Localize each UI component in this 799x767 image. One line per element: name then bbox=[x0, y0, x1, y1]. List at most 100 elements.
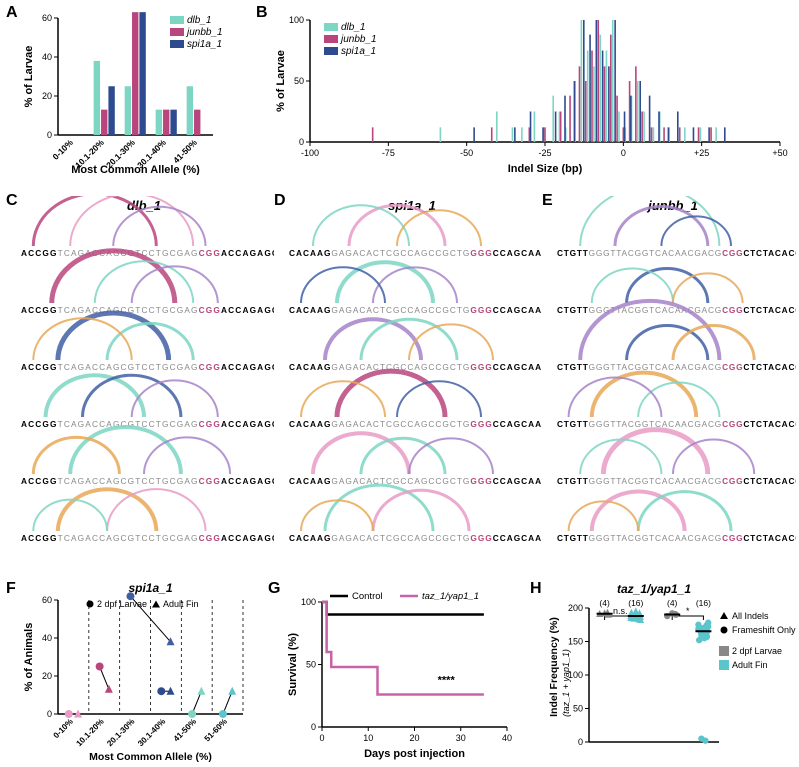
svg-text:0-10%: 0-10% bbox=[50, 137, 75, 162]
svg-text:****: **** bbox=[438, 674, 456, 686]
svg-text:10.1-20%: 10.1-20% bbox=[75, 717, 107, 749]
svg-text:CTGTTGGGTTACGGTCACAACGACGCGGCT: CTGTTGGGTTACGGTCACAACGACGCGGCTCTACACGACT bbox=[557, 419, 796, 429]
svg-text:-25: -25 bbox=[538, 148, 551, 158]
svg-text:Control: Control bbox=[352, 591, 383, 602]
panel-label-a: A bbox=[6, 4, 18, 22]
svg-text:-50: -50 bbox=[460, 148, 473, 158]
svg-text:CACAAGGAGACACTCGCCAGCCGCTGGGGC: CACAAGGAGACACTCGCCAGCCGCTGGGGCCAGCAAAAGG… bbox=[289, 362, 542, 372]
svg-text:CTGTTGGGTTACGGTCACAACGACGCGGCT: CTGTTGGGTTACGGTCACAACGACGCGGCTCTACACGACT bbox=[557, 476, 796, 486]
svg-text:10: 10 bbox=[363, 733, 373, 743]
svg-text:CTGTTGGGTTACGGTCACAACGACGCGGCT: CTGTTGGGTTACGGTCACAACGACGCGGCTCTACACGACT bbox=[557, 362, 796, 372]
svg-text:dlb_1: dlb_1 bbox=[187, 15, 211, 26]
panel-label-h: H bbox=[530, 580, 542, 598]
svg-text:50: 50 bbox=[306, 660, 316, 670]
svg-text:2 dpf Larvae: 2 dpf Larvae bbox=[732, 646, 782, 656]
svg-text:Survival (%): Survival (%) bbox=[287, 633, 299, 696]
svg-text:CACAAGGAGACACTCGCCAGCCGCTGGGGC: CACAAGGAGACACTCGCCAGCCGCTGGGGCCAGCAAAAGG… bbox=[289, 419, 542, 429]
svg-text:51-60%: 51-60% bbox=[203, 717, 230, 744]
svg-text:60: 60 bbox=[42, 595, 52, 605]
svg-text:+50: +50 bbox=[772, 148, 787, 158]
svg-text:Indel Size (bp): Indel Size (bp) bbox=[508, 163, 583, 175]
svg-text:CACAAGGAGACACTCGCCAGCCGCTGGGGC: CACAAGGAGACACTCGCCAGCCGCTGGGGCCAGCAAAAGG… bbox=[289, 476, 542, 486]
svg-text:(4): (4) bbox=[599, 598, 610, 608]
svg-text:Most Common Allele (%): Most Common Allele (%) bbox=[71, 164, 200, 175]
svg-text:150: 150 bbox=[568, 637, 583, 647]
svg-text:0: 0 bbox=[621, 148, 626, 158]
svg-text:(16): (16) bbox=[696, 598, 711, 608]
panel-label-b: B bbox=[256, 4, 268, 22]
chart-g: 0 50 100 0 10 20 30 40 **** Survival (%) Days post… bbox=[282, 582, 517, 762]
chart-f: spi1a_102040600-10%10.1-20%20.1-30%30.1-… bbox=[20, 582, 255, 762]
panel-label-f: F bbox=[6, 580, 16, 598]
svg-text:ACCGGTCAGACCAGCGTCCTGCGAGCGGAC: ACCGGTCAGACCAGCGTCCTGCGAGCGGACCAGAGCTCCA bbox=[21, 419, 274, 429]
panel-h: taz_1/yap1_1050100150200(4)(16)(4)(16)n.… bbox=[544, 582, 796, 762]
svg-text:100: 100 bbox=[301, 597, 316, 607]
svg-text:20.1-30%: 20.1-30% bbox=[105, 717, 137, 749]
svg-text:% of Larvae: % of Larvae bbox=[275, 50, 287, 112]
arc-plot-d: spi1a_1CACAAGGAGACACTCGCCAGCCGCTGGGGCCAG… bbox=[282, 196, 542, 571]
svg-text:Days post injection: Days post injection bbox=[364, 748, 465, 760]
svg-text:0: 0 bbox=[47, 130, 52, 140]
svg-text:-100: -100 bbox=[301, 148, 319, 158]
svg-text:Indel Frequency (%): Indel Frequency (%) bbox=[548, 617, 560, 717]
panel-label-g: G bbox=[268, 580, 280, 598]
panel-f: spi1a_102040600-10%10.1-20%20.1-30%30.1-… bbox=[20, 582, 255, 762]
svg-text:40: 40 bbox=[502, 733, 512, 743]
svg-text:41-50%: 41-50% bbox=[172, 717, 199, 744]
svg-text:0: 0 bbox=[578, 737, 583, 747]
panel-e: junbb_1 CTGTTGGGTTACGGTCACAACGACGCGGCTCTA… bbox=[550, 196, 796, 571]
arc-plot-e: junbb_1 CTGTTGGGTTACGGTCACAACGACGCGGCTCTA… bbox=[550, 196, 796, 571]
svg-text:% of Animals: % of Animals bbox=[23, 623, 35, 692]
svg-text:ACCGGTCAGACCAGCGTCCTGCGAGCGGAC: ACCGGTCAGACCAGCGTCCTGCGAGCGGACCAGAGCTCCA bbox=[21, 476, 274, 486]
chart-a: 02040600-10%10.1-20%20.1-30%30.1-40%41-5… bbox=[20, 10, 235, 175]
svg-text:(16): (16) bbox=[628, 598, 643, 608]
svg-text:ACCGGTCAGACCAGCGTCCTGCGAGCGGAC: ACCGGTCAGACCAGCGTCCTGCGAGCGGACCAGAGCTCCA bbox=[21, 362, 274, 372]
svg-text:0: 0 bbox=[311, 722, 316, 732]
svg-text:ACCGGTCAGACCAGCGTCCTGCGAGCGGAC: ACCGGTCAGACCAGCGTCCTGCGAGCGGACCAGAGCTCCA bbox=[21, 305, 274, 315]
svg-text:taz_1/yap1_1: taz_1/yap1_1 bbox=[422, 591, 479, 602]
svg-text:20: 20 bbox=[409, 733, 419, 743]
svg-text:CACAAGGAGACACTCGCCAGCCGCTGGGGC: CACAAGGAGACACTCGCCAGCCGCTGGGGCCAGCAAAAGG… bbox=[289, 533, 542, 543]
svg-text:Frameshift Only: Frameshift Only bbox=[732, 625, 796, 635]
svg-text:100: 100 bbox=[289, 15, 304, 25]
svg-text:0-10%: 0-10% bbox=[52, 717, 76, 741]
svg-text:2 dpf Larvae: 2 dpf Larvae bbox=[97, 599, 147, 609]
svg-text:junbb_1: junbb_1 bbox=[646, 198, 698, 213]
svg-text:50: 50 bbox=[573, 704, 583, 714]
svg-text:spi1a_1: spi1a_1 bbox=[341, 46, 376, 57]
svg-text:Adult Fin: Adult Fin bbox=[732, 660, 768, 670]
svg-text:ACCGGTCAGACCAGCGTCCTGCGAGCGGAC: ACCGGTCAGACCAGCGTCCTGCGAGCGGACCAGAGCTCCA bbox=[21, 533, 274, 543]
svg-text:40: 40 bbox=[42, 52, 52, 62]
svg-text:41-50%: 41-50% bbox=[171, 137, 199, 165]
svg-text:ACCGGTCAGACCAGCGTCCTGCGAGCGGAC: ACCGGTCAGACCAGCGTCCTGCGAGCGGACCAGAGCTCCA bbox=[21, 248, 274, 258]
svg-text:junbb_1: junbb_1 bbox=[339, 34, 377, 45]
svg-text:50: 50 bbox=[294, 76, 304, 86]
svg-text:Most Common Allele (%): Most Common Allele (%) bbox=[89, 751, 212, 762]
svg-text:20: 20 bbox=[42, 91, 52, 101]
panel-a: 02040600-10%10.1-20%20.1-30%30.1-40%41-5… bbox=[20, 10, 235, 175]
svg-text:taz_1/yap1_1: taz_1/yap1_1 bbox=[617, 582, 691, 596]
svg-text:200: 200 bbox=[568, 603, 583, 613]
svg-text:+25: +25 bbox=[694, 148, 709, 158]
svg-text:dlb_1: dlb_1 bbox=[341, 22, 365, 33]
svg-text:0: 0 bbox=[47, 709, 52, 719]
svg-text:Adult Fin: Adult Fin bbox=[163, 599, 199, 609]
chart-b: 050100-100-75-50-250+25+50% of LarvaeInd… bbox=[270, 10, 790, 175]
svg-text:*: * bbox=[686, 606, 690, 616]
panel-c: dlb_1ACCGGTCAGACCAGCGTCCTGCGAGCGGACCAGAG… bbox=[14, 196, 274, 571]
svg-text:junbb_1: junbb_1 bbox=[185, 27, 223, 38]
svg-text:n.s.: n.s. bbox=[613, 606, 628, 616]
svg-text:% of Larvae: % of Larvae bbox=[23, 46, 35, 108]
svg-text:0: 0 bbox=[319, 733, 324, 743]
svg-text:(4): (4) bbox=[667, 598, 678, 608]
svg-text:CTGTTGGGTTACGGTCACAACGACGCGGCT: CTGTTGGGTTACGGTCACAACGACGCGGCTCTACACGACT bbox=[557, 533, 796, 543]
svg-text:CACAAGGAGACACTCGCCAGCCGCTGGGGC: CACAAGGAGACACTCGCCAGCCGCTGGGGCCAGCAAAAGG… bbox=[289, 248, 542, 258]
svg-text:30: 30 bbox=[456, 733, 466, 743]
panel-b: 050100-100-75-50-250+25+50% of LarvaeInd… bbox=[270, 10, 790, 175]
svg-text:40: 40 bbox=[42, 633, 52, 643]
svg-text:30.1-40%: 30.1-40% bbox=[136, 717, 168, 749]
svg-text:All Indels: All Indels bbox=[732, 611, 769, 621]
svg-text:spi1a_1: spi1a_1 bbox=[187, 39, 222, 50]
svg-text:60: 60 bbox=[42, 13, 52, 23]
arc-plot-c: dlb_1ACCGGTCAGACCAGCGTCCTGCGAGCGGACCAGAG… bbox=[14, 196, 274, 571]
